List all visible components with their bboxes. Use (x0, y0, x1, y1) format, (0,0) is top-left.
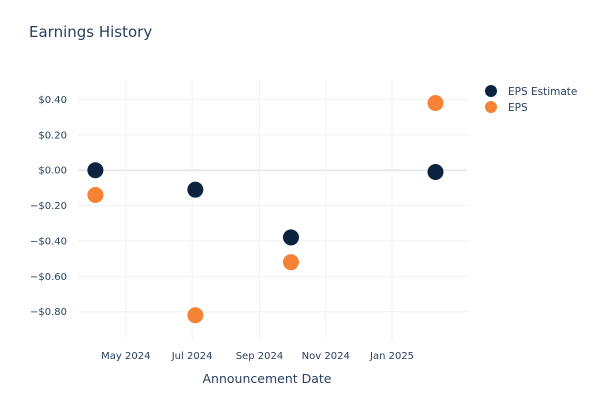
y-tick-label: −$0.40 (30, 236, 67, 247)
eps-estimate-point[interactable] (427, 163, 444, 180)
eps-estimate-point[interactable] (187, 181, 204, 198)
y-tick-label: $0.00 (38, 166, 67, 177)
x-axis-label: Announcement Date (203, 371, 332, 386)
eps-point[interactable] (187, 307, 204, 324)
legend-label-eps-estimate[interactable]: EPS Estimate (508, 86, 577, 98)
y-tick-label: −$0.20 (30, 201, 67, 212)
x-tick-label: Sep 2024 (236, 351, 283, 362)
eps-estimate-point[interactable] (282, 229, 299, 246)
y-tick-label: $0.40 (38, 95, 67, 106)
x-tick-label: Jan 2025 (369, 351, 414, 362)
eps-estimate-point[interactable] (87, 162, 104, 179)
y-axis-ticks: $0.40 $0.20 $0.00 −$0.20 −$0.40 −$0.60 −$0.80 (30, 95, 67, 318)
x-tick-label: May 2024 (101, 351, 150, 362)
y-tick-label: −$0.60 (30, 272, 67, 283)
data-points (87, 94, 444, 324)
legend-marker-eps-estimate[interactable] (485, 85, 497, 97)
y-tick-label: −$0.80 (30, 307, 67, 318)
chart-title: Earnings History (29, 23, 152, 41)
eps-point[interactable] (427, 94, 444, 111)
eps-point[interactable] (282, 254, 299, 271)
x-tick-label: Jul 2024 (171, 351, 213, 362)
legend-label-eps[interactable]: EPS (508, 102, 528, 114)
legend[interactable]: EPS Estimate EPS (485, 85, 577, 114)
x-tick-label: Nov 2024 (302, 351, 350, 362)
eps-point[interactable] (87, 186, 104, 203)
y-tick-label: $0.20 (38, 130, 67, 141)
legend-marker-eps[interactable] (485, 101, 497, 113)
gridlines (78, 80, 467, 340)
x-axis-ticks: May 2024 Jul 2024 Sep 2024 Nov 2024 Jan 2025 (101, 351, 414, 362)
